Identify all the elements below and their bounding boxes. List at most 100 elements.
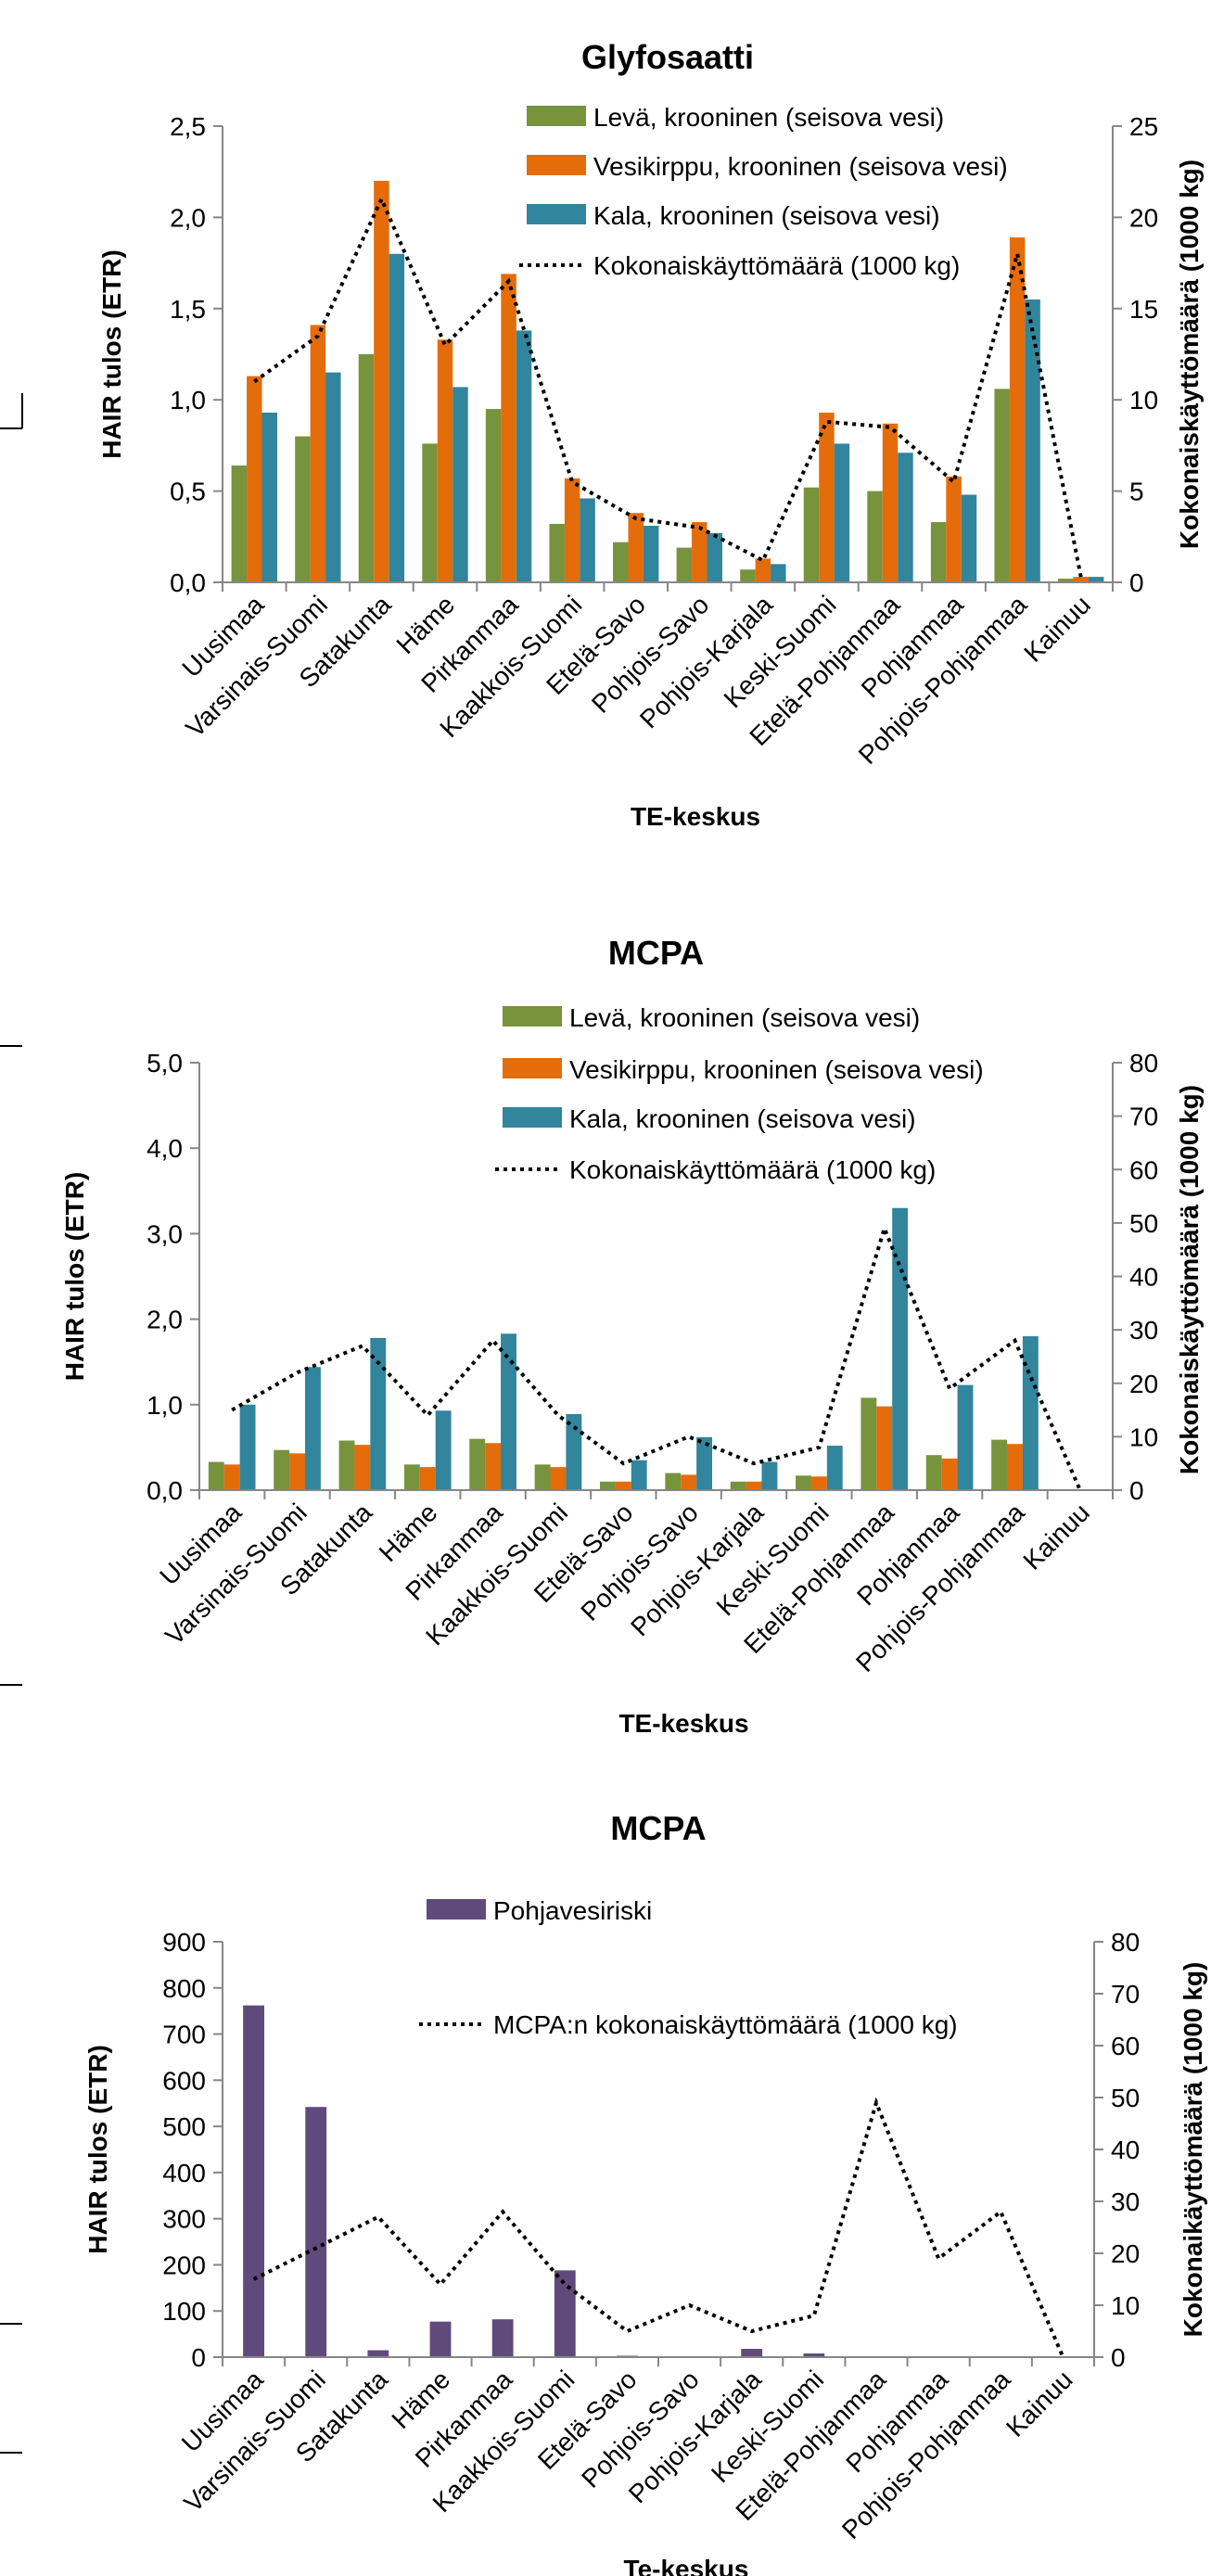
y-right-tick-label: 70	[1111, 1980, 1140, 2009]
bar-1-9	[731, 1482, 746, 1490]
bar-1-5	[492, 2319, 514, 2357]
bar-3-4	[436, 1410, 452, 1490]
legend-label: Kokonaiskäyttömäärä (1000 kg)	[569, 1155, 936, 1184]
bar-2-1	[224, 1464, 240, 1490]
y-right-tick-label: 20	[1111, 2239, 1140, 2268]
y-right-tick-label: 25	[1129, 112, 1158, 141]
chart-title: MCPA	[608, 934, 704, 972]
x-tick-label: Kainuu	[1017, 1498, 1095, 1575]
y-right-tick-label: 50	[1129, 1209, 1158, 1238]
y-tick-label: 700	[162, 2021, 206, 2049]
bar-3-13	[1023, 1336, 1039, 1490]
bar-1-4	[404, 1464, 420, 1490]
legend-label: MCPA:n kokonaiskäyttömäärä (1000 kg)	[493, 2010, 958, 2039]
y-right-tick-label: 10	[1111, 2291, 1140, 2320]
bar-2-11	[883, 424, 898, 582]
bar-1-12	[931, 522, 946, 582]
x-axis-label: TE-keskus	[618, 1709, 748, 1738]
bar-3-2	[325, 373, 340, 582]
y-tick-label: 3,0	[147, 1219, 183, 1248]
bar-2-5	[501, 274, 516, 582]
bar-3-7	[631, 1460, 647, 1490]
bar-1-9	[741, 2349, 762, 2357]
y-right-tick-label: 60	[1129, 1155, 1158, 1184]
y-right-tick-label: 40	[1129, 1263, 1158, 1292]
bar-2-2	[289, 1453, 305, 1490]
bar-3-6	[566, 1414, 581, 1490]
bar-3-2	[305, 1367, 321, 1490]
y-tick-label: 1,5	[170, 295, 206, 324]
bar-3-6	[580, 498, 594, 582]
y-right-tick-label: 40	[1111, 2136, 1140, 2164]
y-tick-label: 0,0	[147, 1476, 183, 1505]
bar-2-4	[438, 339, 453, 582]
bar-2-6	[565, 478, 580, 582]
legend-swatch	[503, 1107, 562, 1128]
y-tick-label: 5,0	[147, 1049, 183, 1078]
bar-2-13	[1007, 1444, 1023, 1490]
y-right-tick-label: 50	[1111, 2084, 1140, 2112]
y-axis-label: HAIR tulos (ETR)	[97, 249, 126, 459]
bar-1-7	[613, 542, 628, 582]
bar-1-5	[469, 1439, 485, 1490]
bar-1-13	[991, 1440, 1007, 1490]
legend-swatch	[427, 1899, 486, 1919]
bar-2-11	[876, 1407, 892, 1490]
y-right-axis-label: Kokonaikäyttömäärä (1000 kg)	[1179, 1962, 1207, 2338]
y-right-tick-label: 15	[1129, 295, 1158, 324]
bar-3-9	[761, 1462, 777, 1490]
bar-1-2	[295, 437, 310, 582]
bar-1-6	[549, 524, 564, 582]
bar-2-9	[746, 1482, 762, 1490]
bar-2-10	[811, 1476, 827, 1490]
y-tick-label: 100	[162, 2297, 206, 2326]
chart-3: MCPA010020030040050060070080090001020304…	[83, 1809, 1207, 2576]
bar-2-3	[374, 181, 389, 582]
bar-3-5	[501, 1333, 516, 1490]
y-tick-label: 600	[162, 2066, 206, 2095]
bar-2-2	[311, 325, 325, 582]
y-right-tick-label: 30	[1111, 2187, 1140, 2216]
x-tick-label: Kainuu	[1001, 2365, 1078, 2442]
bar-3-12	[958, 1385, 974, 1490]
legend-swatch	[527, 106, 586, 126]
y-right-tick-label: 0	[1111, 2343, 1126, 2372]
bar-1-7	[600, 1482, 616, 1490]
bar-2-8	[681, 1474, 696, 1490]
bar-1-1	[232, 465, 247, 582]
legend-label: Kala, krooninen (seisova vesi)	[593, 201, 940, 230]
bar-3-11	[898, 453, 912, 582]
y-tick-label: 0,0	[170, 568, 206, 597]
chart-1: Glyfosaatti0,00,51,01,52,02,50510152025U…	[97, 38, 1204, 831]
bar-1-9	[740, 569, 755, 582]
bar-2-5	[485, 1443, 501, 1490]
bar-2-3	[354, 1445, 370, 1490]
bar-3-9	[771, 564, 785, 582]
y-right-axis-label: Kokonaiskäyttömäärä (1000 kg)	[1175, 1085, 1204, 1474]
bar-1-10	[796, 1475, 811, 1490]
y-tick-label: 4,0	[147, 1134, 183, 1163]
bar-3-4	[453, 387, 467, 582]
y-right-tick-label: 10	[1129, 386, 1158, 414]
bar-3-1	[240, 1405, 256, 1490]
legend-swatch	[527, 155, 586, 175]
bar-1-2	[274, 1450, 289, 1490]
bar-1-12	[926, 1455, 942, 1490]
bar-2-4	[420, 1467, 436, 1490]
bar-1-1	[209, 1462, 224, 1490]
bar-1-1	[243, 2006, 264, 2357]
y-tick-label: 800	[162, 1974, 206, 2003]
bar-1-4	[430, 2322, 452, 2357]
bar-3-13	[1025, 300, 1039, 582]
bar-3-10	[835, 443, 849, 582]
bar-1-11	[860, 1397, 876, 1490]
legend-label: Vesikirppu, krooninen (seisova vesi)	[569, 1055, 984, 1084]
bar-3-11	[892, 1208, 908, 1490]
bar-2-7	[616, 1482, 631, 1490]
total-usage-line	[254, 2103, 1064, 2357]
bar-1-11	[867, 491, 882, 582]
bar-1-10	[804, 488, 819, 582]
bar-2-1	[247, 376, 261, 582]
y-tick-label: 1,0	[147, 1391, 183, 1420]
bar-1-3	[359, 354, 374, 582]
